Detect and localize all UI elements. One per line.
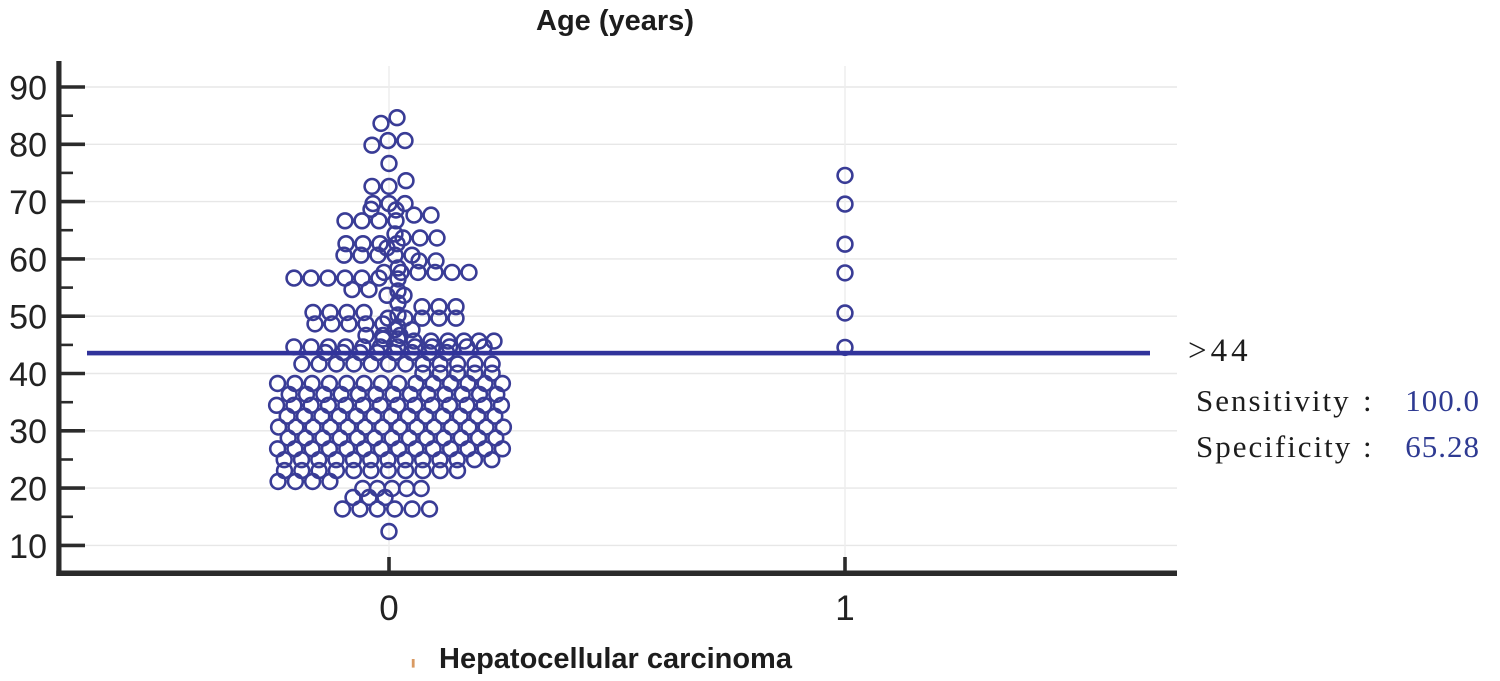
svg-text::: :: [1363, 429, 1372, 464]
svg-text:1: 1: [835, 589, 854, 628]
svg-text:80: 80: [9, 127, 47, 165]
svg-text:70: 70: [9, 184, 47, 222]
svg-text:0: 0: [379, 589, 398, 628]
svg-text:>44: >44: [1188, 333, 1252, 369]
svg-text:40: 40: [9, 356, 47, 394]
svg-text:20: 20: [9, 471, 47, 509]
svg-text:10: 10: [9, 528, 47, 566]
svg-text:50: 50: [9, 299, 47, 337]
svg-text:Hepatocellular carcinoma: Hepatocellular carcinoma: [439, 643, 793, 675]
svg-text:100.0: 100.0: [1405, 383, 1480, 418]
svg-text:Sensitivity: Sensitivity: [1196, 383, 1351, 418]
svg-text:30: 30: [9, 413, 47, 451]
svg-text::: :: [1363, 383, 1372, 418]
svg-text:Specificity: Specificity: [1196, 429, 1352, 464]
svg-text:65.28: 65.28: [1405, 429, 1480, 464]
svg-text:Age (years): Age (years): [536, 5, 694, 37]
svg-text:60: 60: [9, 241, 47, 279]
svg-text:90: 90: [9, 69, 47, 107]
